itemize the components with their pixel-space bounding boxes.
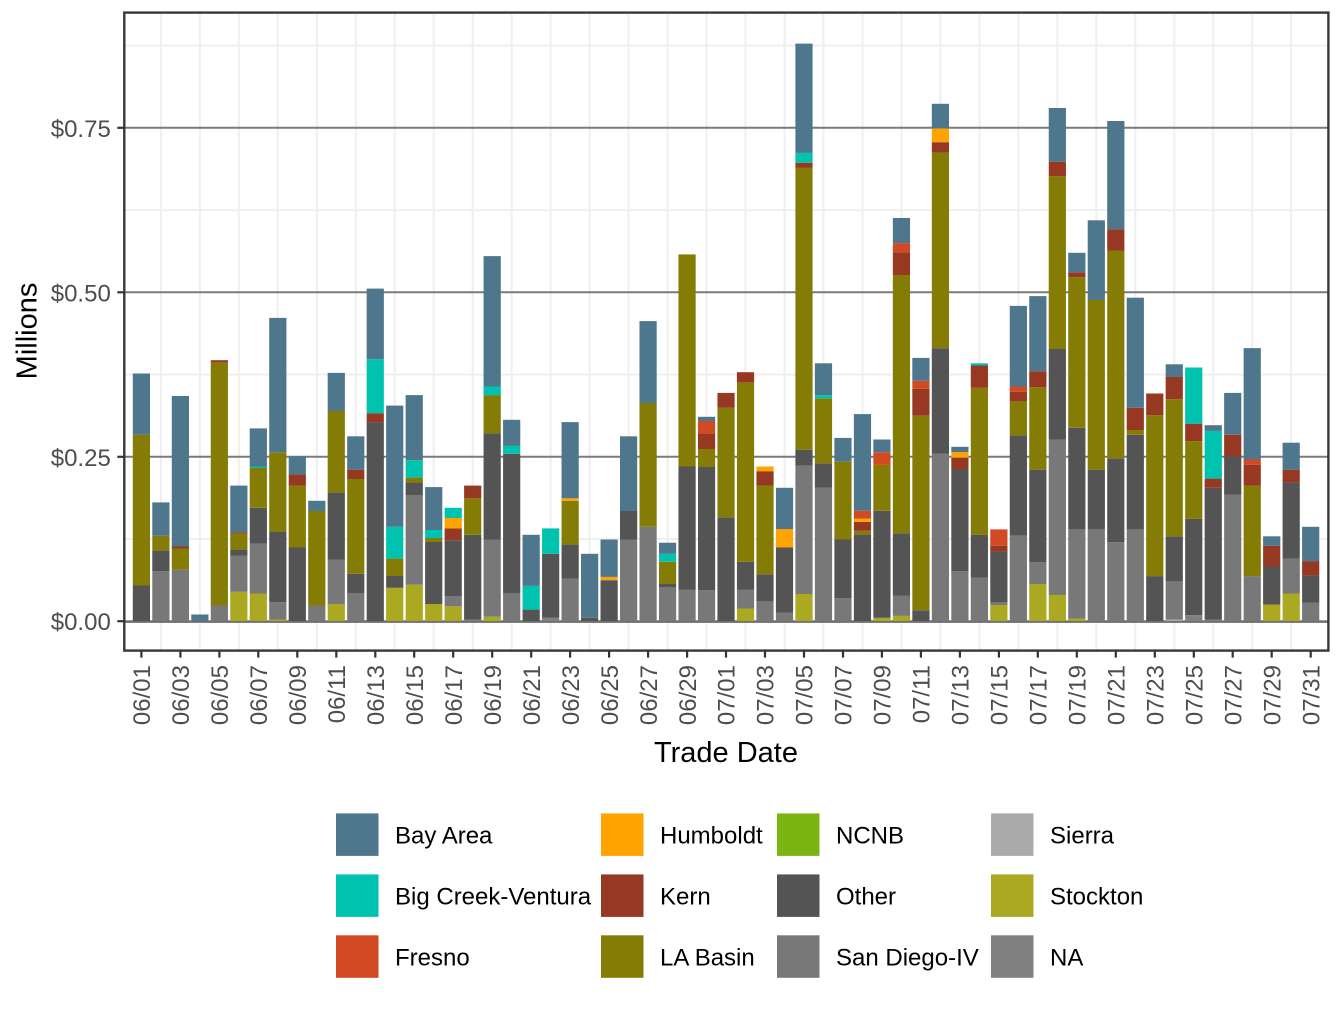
svg-text:07/09: 07/09: [870, 665, 897, 725]
svg-text:06/03: 06/03: [168, 665, 195, 725]
svg-text:07/19: 07/19: [1065, 665, 1092, 725]
svg-text:Bay Area: Bay Area: [395, 822, 493, 849]
svg-text:06/09: 06/09: [285, 665, 312, 725]
svg-text:06/17: 06/17: [441, 665, 468, 725]
svg-text:06/01: 06/01: [129, 665, 156, 725]
svg-text:07/23: 07/23: [1143, 665, 1170, 725]
svg-text:07/01: 07/01: [714, 665, 741, 725]
svg-text:06/13: 06/13: [363, 665, 390, 725]
svg-text:07/07: 07/07: [831, 665, 858, 725]
svg-text:06/25: 06/25: [597, 665, 624, 725]
svg-text:Big Creek-Ventura: Big Creek-Ventura: [395, 883, 592, 910]
svg-text:07/31: 07/31: [1298, 665, 1325, 725]
svg-text:Fresno: Fresno: [395, 944, 470, 971]
svg-text:NCNB: NCNB: [836, 822, 904, 849]
svg-text:Kern: Kern: [660, 883, 711, 910]
svg-text:07/21: 07/21: [1104, 665, 1131, 725]
svg-text:07/29: 07/29: [1259, 665, 1286, 725]
svg-text:$0.25: $0.25: [51, 445, 111, 472]
svg-text:06/19: 06/19: [480, 665, 507, 725]
svg-text:Sierra: Sierra: [1050, 822, 1115, 849]
svg-text:LA Basin: LA Basin: [660, 944, 755, 971]
svg-text:$0.50: $0.50: [51, 280, 111, 307]
svg-text:Millions: Millions: [12, 283, 44, 380]
svg-text:07/17: 07/17: [1026, 665, 1053, 725]
svg-text:06/29: 06/29: [675, 665, 702, 725]
svg-text:06/07: 06/07: [246, 665, 273, 725]
svg-text:$0.75: $0.75: [51, 116, 111, 143]
svg-text:07/03: 07/03: [753, 665, 780, 725]
svg-text:06/23: 06/23: [558, 665, 585, 725]
svg-text:Stockton: Stockton: [1050, 883, 1143, 910]
svg-text:Other: Other: [836, 883, 896, 910]
svg-text:06/11: 06/11: [324, 665, 351, 723]
svg-text:$0.00: $0.00: [51, 609, 111, 636]
svg-text:07/13: 07/13: [948, 665, 975, 725]
svg-text:07/15: 07/15: [987, 665, 1014, 725]
svg-text:06/05: 06/05: [207, 665, 234, 725]
svg-text:Humboldt: Humboldt: [660, 822, 763, 849]
svg-text:07/05: 07/05: [792, 665, 819, 725]
svg-text:07/27: 07/27: [1220, 665, 1247, 725]
svg-text:07/25: 07/25: [1182, 665, 1209, 725]
svg-text:San Diego-IV: San Diego-IV: [836, 944, 979, 971]
svg-text:NA: NA: [1050, 944, 1083, 971]
svg-text:06/15: 06/15: [402, 665, 429, 725]
svg-text:06/21: 06/21: [519, 665, 546, 725]
svg-text:07/11: 07/11: [909, 665, 936, 723]
svg-text:Trade Date: Trade Date: [654, 737, 798, 769]
svg-text:06/27: 06/27: [636, 665, 663, 725]
